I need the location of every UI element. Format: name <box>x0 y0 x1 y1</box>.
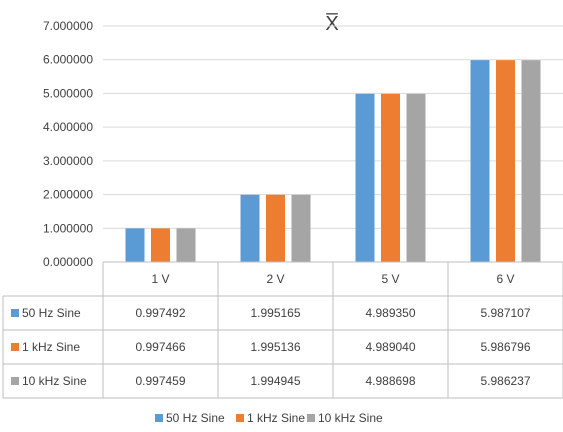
data-label: 5.986796 <box>480 340 530 354</box>
data-label: 0.997492 <box>135 306 185 320</box>
data-label: 5.986237 <box>480 374 530 388</box>
data-label: 4.988698 <box>365 374 415 388</box>
data-label: 1.995165 <box>250 306 300 320</box>
x-tick-label: 6 V <box>496 272 514 286</box>
bar <box>176 228 196 262</box>
data-label: 4.989350 <box>365 306 415 320</box>
series-label: 1 kHz Sine <box>22 340 80 354</box>
gridlines <box>103 25 563 229</box>
data-label: 4.989040 <box>365 340 415 354</box>
bar <box>521 60 541 262</box>
bar <box>381 93 400 262</box>
data-table: 1 V 2 V 5 V 6 V 50 Hz Sine 0.997492 1.995165 4.… <box>2 261 563 399</box>
data-label: 0.997466 <box>135 340 185 354</box>
legend-entry: 50 Hz Sine <box>166 411 225 425</box>
bar <box>291 194 311 262</box>
data-label: 1.995136 <box>250 340 300 354</box>
x-tick-label: 5 V <box>381 272 399 286</box>
series-label: 10 kHz Sine <box>22 374 87 388</box>
bar <box>355 93 375 262</box>
x-tick-label: 1 V <box>151 272 169 286</box>
series-label: 50 Hz Sine <box>22 306 81 320</box>
x-tick-label: 2 V <box>266 272 284 286</box>
legend-entry: 10 kHz Sine <box>318 411 383 425</box>
bar <box>496 60 515 262</box>
legend: 50 Hz Sine 1 kHz Sine 10 kHz Sine <box>155 411 383 425</box>
y-tick-label: 4.000000 <box>43 120 93 134</box>
data-label: 5.987107 <box>480 306 530 320</box>
chart-title: X̅ <box>325 12 338 35</box>
y-tick-label: 0.000000 <box>43 255 93 269</box>
bar <box>470 60 490 263</box>
y-axis: 0.000000 1.000000 2.000000 3.000000 4.000000… <box>43 19 93 269</box>
y-tick-label: 7.000000 <box>43 19 93 33</box>
y-tick-label: 3.000000 <box>43 154 93 168</box>
y-tick-label: 1.000000 <box>43 221 93 235</box>
legend-key <box>236 414 244 422</box>
legend-key <box>11 377 19 385</box>
data-label: 0.997459 <box>135 374 185 388</box>
y-tick-label: 5.000000 <box>43 86 93 100</box>
bar <box>240 194 260 262</box>
legend-key <box>155 414 163 422</box>
legend-key <box>307 414 315 422</box>
y-tick-label: 2.000000 <box>43 188 93 202</box>
bar <box>151 228 170 262</box>
bar <box>406 93 426 263</box>
bars <box>125 60 541 263</box>
legend-entry: 1 kHz Sine <box>247 411 305 425</box>
legend-key <box>11 309 19 317</box>
y-tick-label: 6.000000 <box>43 53 93 67</box>
bar <box>266 194 285 262</box>
data-label: 1.994945 <box>250 374 300 388</box>
legend-key <box>11 343 19 351</box>
bar <box>125 228 145 262</box>
